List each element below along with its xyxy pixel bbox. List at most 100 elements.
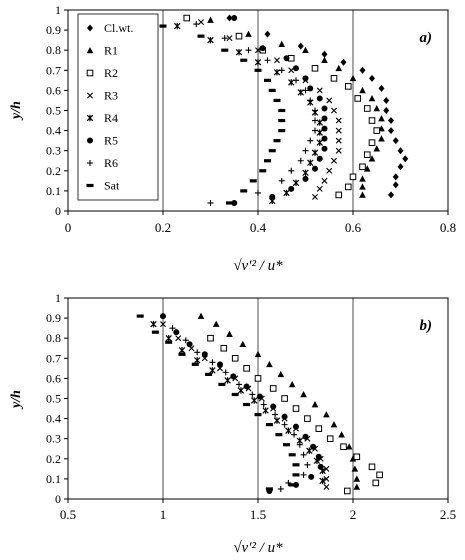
y-axis-label: y/h — [9, 101, 24, 121]
data-point — [278, 129, 286, 133]
legend-label: Sat — [104, 179, 120, 193]
data-point — [315, 453, 322, 460]
legend-marker — [87, 137, 93, 144]
data-point — [240, 58, 248, 62]
data-point — [235, 32, 243, 40]
data-point — [220, 344, 228, 352]
y-axis-label: y/h — [9, 390, 24, 410]
data-point — [278, 108, 286, 113]
panel-label: a) — [420, 30, 433, 46]
data-point — [268, 88, 276, 92]
data-point — [306, 158, 314, 167]
data-point — [262, 406, 269, 415]
y-tick-label: 0.8 — [46, 331, 61, 345]
data-point — [321, 56, 328, 64]
y-tick-label: 0.6 — [46, 83, 61, 97]
data-point — [321, 177, 328, 185]
data-point — [359, 191, 366, 198]
data-point — [292, 76, 300, 84]
data-point — [392, 181, 399, 189]
data-point — [281, 413, 288, 420]
series-clwt — [226, 14, 409, 199]
x-tick-label: 0.5 — [60, 507, 76, 522]
data-point — [285, 426, 292, 435]
data-point — [359, 163, 366, 171]
data-point — [392, 137, 399, 145]
data-point — [311, 193, 319, 201]
data-point — [292, 405, 300, 412]
data-point — [273, 98, 281, 103]
data-point — [192, 20, 200, 28]
data-point — [306, 96, 314, 104]
data-point — [205, 372, 213, 376]
data-point — [302, 46, 309, 53]
y-tick-label: 0.5 — [46, 104, 61, 118]
y-tick-label: 0.1 — [46, 472, 61, 486]
data-point — [293, 423, 299, 430]
data-point — [243, 402, 251, 407]
data-point — [330, 157, 338, 164]
data-point — [345, 443, 353, 450]
data-point — [287, 167, 295, 175]
data-point — [160, 313, 166, 320]
data-point — [335, 127, 342, 134]
y-tick-label: 0.2 — [46, 452, 61, 466]
data-point — [311, 127, 319, 135]
series-r1 — [197, 312, 361, 490]
data-point — [193, 348, 201, 356]
series-sat — [159, 24, 286, 205]
data-point — [173, 329, 180, 336]
data-point — [344, 83, 352, 90]
data-point — [256, 393, 263, 400]
data-point — [302, 169, 309, 177]
data-point — [254, 68, 262, 72]
data-point — [301, 147, 310, 155]
series-r4 — [150, 320, 326, 485]
data-point — [288, 185, 295, 192]
data-point — [311, 64, 319, 72]
data-point — [376, 471, 383, 479]
data-point — [288, 380, 296, 388]
data-point — [243, 365, 250, 372]
data-point — [150, 320, 157, 328]
x-axis-label: √v′² / u* — [233, 258, 283, 274]
data-point — [293, 65, 299, 72]
data-point — [207, 16, 214, 23]
data-point — [231, 15, 238, 22]
data-point — [311, 401, 319, 408]
y-tick-label: 0 — [55, 492, 61, 506]
data-point — [222, 368, 230, 376]
data-point — [368, 463, 376, 471]
data-point — [353, 475, 361, 482]
data-point — [271, 411, 279, 419]
y-tick-label: 0.9 — [46, 311, 61, 325]
x-tick-label: 1.5 — [250, 507, 266, 522]
data-point — [388, 191, 394, 199]
data-point — [186, 341, 193, 348]
data-point — [349, 173, 357, 181]
data-point — [178, 346, 186, 355]
data-point — [278, 177, 286, 185]
data-point — [264, 30, 271, 38]
data-point — [353, 453, 361, 461]
data-point — [243, 383, 250, 390]
data-point — [378, 84, 385, 92]
data-point — [321, 135, 328, 142]
data-point — [321, 115, 328, 122]
x-tick-label: 2.5 — [440, 507, 456, 522]
data-point — [254, 58, 262, 67]
data-point — [373, 104, 381, 112]
data-point — [323, 411, 330, 418]
data-point — [300, 471, 308, 479]
data-point — [259, 169, 267, 173]
data-point — [338, 431, 345, 438]
data-point — [277, 370, 285, 378]
data-point — [315, 425, 323, 432]
series-r6 — [168, 324, 311, 493]
legend-label: R1 — [104, 44, 118, 58]
data-point — [288, 483, 296, 487]
data-point — [368, 139, 376, 146]
data-point — [302, 433, 309, 440]
data-point — [136, 314, 144, 318]
